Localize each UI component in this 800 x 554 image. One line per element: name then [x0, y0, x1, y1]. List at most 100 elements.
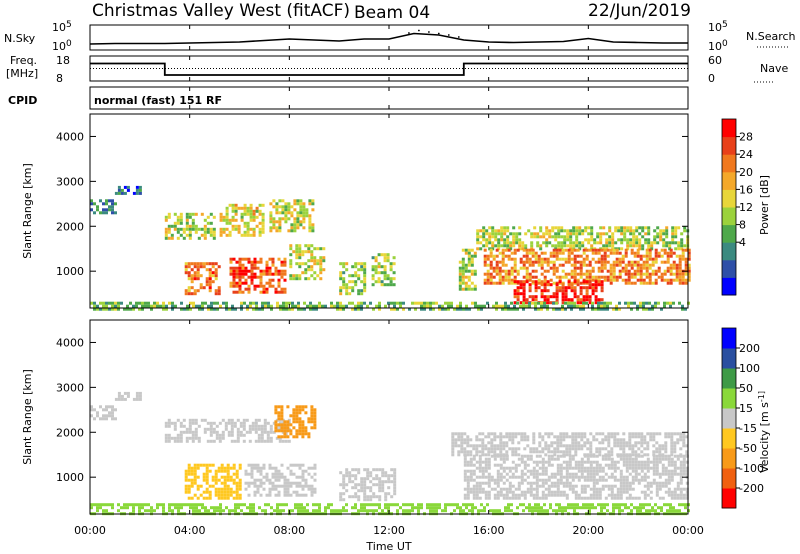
- velocity-cell: [289, 429, 293, 433]
- power-cell: [585, 269, 589, 273]
- power-cells: [90, 185, 691, 311]
- velocity-cell: [558, 509, 561, 513]
- power-cell: [272, 226, 276, 230]
- velocity-cell: [520, 438, 524, 442]
- power-cell: [501, 278, 505, 282]
- velocity-cell: [553, 472, 557, 476]
- power-cell: [510, 272, 514, 276]
- power-cell: [476, 232, 480, 236]
- power-cell: [247, 260, 251, 264]
- power-cell: [184, 265, 188, 269]
- velocity-cell: [263, 430, 267, 434]
- velocity-cell: [583, 441, 587, 445]
- power-cell: [570, 289, 574, 293]
- velocity-cell: [541, 435, 545, 439]
- velocity-cell: [676, 441, 680, 445]
- velocity-cell: [571, 435, 575, 439]
- velocity-cell: [669, 509, 672, 513]
- power-cell: [135, 185, 139, 189]
- velocity-cell: [475, 490, 479, 494]
- velocity-cell: [679, 469, 683, 473]
- power-cell: [164, 236, 168, 240]
- velocity-cell: [543, 509, 546, 513]
- velocity-cell: [223, 487, 227, 491]
- velocity-cell: [184, 472, 188, 476]
- power-cell: [461, 287, 465, 291]
- velocity-cell: [532, 450, 536, 454]
- velocity-cell: [268, 490, 272, 494]
- velocity-cell: [631, 466, 635, 470]
- power-cell: [507, 307, 510, 311]
- velocity-cell: [390, 474, 394, 478]
- velocity-cell: [637, 454, 641, 458]
- velocity-cell: [571, 475, 575, 479]
- velocity-cell: [511, 460, 515, 464]
- power-cell: [141, 301, 144, 305]
- velocity-cell: [649, 432, 653, 436]
- velocity-cell: [289, 432, 293, 436]
- velocity-cell: [490, 450, 494, 454]
- power-cell: [564, 292, 568, 296]
- power-cell: [557, 226, 561, 230]
- power-cell: [537, 257, 541, 261]
- velocity-cell: [598, 487, 602, 491]
- velocity-cell: [286, 423, 290, 427]
- power-cell: [665, 244, 669, 248]
- velocity-cell: [669, 506, 672, 510]
- velocity-cell: [651, 509, 654, 513]
- power-cell: [548, 232, 552, 236]
- power-cell: [322, 259, 326, 263]
- power-cell: [617, 226, 621, 230]
- velocity-cell: [269, 430, 273, 434]
- power-cell: [540, 289, 544, 293]
- velocity-cell: [238, 487, 242, 491]
- velocity-colorbar-swatch: [722, 348, 736, 369]
- velocity-cell: [310, 466, 314, 470]
- velocity-cell: [277, 429, 281, 433]
- velocity-cell: [661, 444, 665, 448]
- velocity-cell: [610, 447, 614, 451]
- velocity-cell: [631, 496, 635, 500]
- velocity-cell: [444, 509, 447, 513]
- velocity-cell: [655, 447, 659, 451]
- power-cell: [357, 274, 361, 278]
- power-cell: [380, 283, 384, 287]
- power-cell: [624, 272, 628, 276]
- power-cell: [191, 224, 195, 228]
- power-cell: [525, 254, 529, 258]
- power-cell: [630, 263, 634, 267]
- power-cell: [500, 229, 504, 233]
- velocity-cell: [487, 475, 491, 479]
- velocity-cell: [634, 460, 638, 464]
- power-cell: [630, 248, 634, 252]
- power-cell: [540, 260, 544, 264]
- velocity-cell: [592, 469, 596, 473]
- power-cell: [554, 232, 558, 236]
- velocity-cell: [558, 506, 561, 510]
- velocity-cell: [216, 506, 219, 510]
- velocity-cell: [685, 481, 689, 485]
- velocity-cell: [534, 506, 537, 510]
- power-cell: [219, 212, 223, 216]
- velocity-cell: [369, 503, 372, 507]
- velocity-cell: [616, 460, 620, 464]
- power-cell: [567, 248, 571, 252]
- power-cell: [569, 241, 573, 245]
- velocity-cell: [490, 487, 494, 491]
- power-cell: [185, 224, 189, 228]
- velocity-cell: [655, 469, 659, 473]
- velocity-cell: [571, 441, 575, 445]
- velocity-cell: [426, 503, 429, 507]
- velocity-cell: [634, 444, 638, 448]
- velocity-cell: [574, 444, 578, 448]
- power-cell: [305, 214, 309, 218]
- power-cell: [674, 247, 678, 251]
- velocity-cell: [123, 391, 127, 395]
- power-cell: [570, 248, 574, 252]
- power-cell: [464, 248, 468, 252]
- velocity-cell: [628, 457, 632, 461]
- power-cell: [509, 241, 513, 245]
- velocity-cell: [664, 490, 668, 494]
- power-cell: [351, 289, 355, 293]
- velocity-cell: [123, 506, 126, 510]
